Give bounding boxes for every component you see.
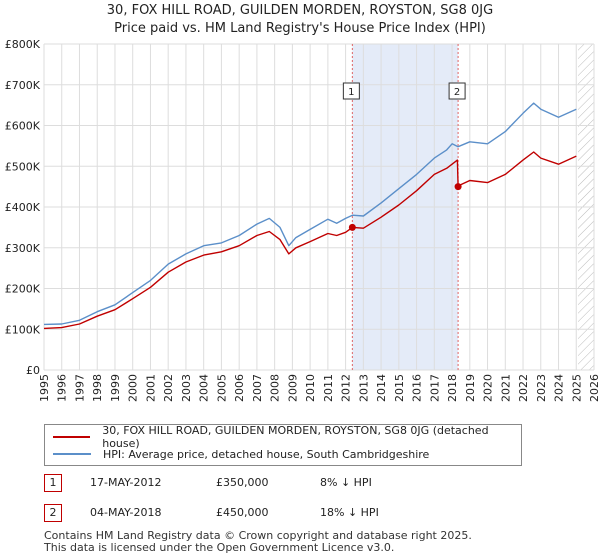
x-tick-label: 2022 (517, 374, 530, 402)
chart-title: 30, FOX HILL ROAD, GUILDEN MORDEN, ROYST… (106, 3, 494, 18)
legend-label-property: 30, FOX HILL ROAD, GUILDEN MORDEN, ROYST… (102, 424, 489, 450)
y-tick-label: £400K (5, 201, 41, 214)
x-tick-label: 1996 (56, 374, 69, 402)
x-tick-label: 2017 (428, 374, 441, 402)
sale-label-text: 2 (454, 87, 460, 98)
x-tick-label: 2025 (570, 374, 583, 402)
x-tick-label: 2006 (233, 374, 246, 402)
sale-row-2: 2 04-MAY-2018 £450,000 18% ↓ HPI (44, 504, 564, 524)
x-tick-label: 2015 (393, 374, 406, 402)
x-tick-label: 2014 (375, 374, 388, 402)
sale-row-1: 1 17-MAY-2012 £350,000 8% ↓ HPI (44, 474, 564, 494)
y-tick-label: £600K (5, 120, 41, 133)
x-tick-label: 2004 (198, 374, 211, 402)
x-tick-label: 1995 (38, 374, 51, 402)
x-tick-label: 2010 (304, 374, 317, 402)
x-tick-label: 2007 (251, 374, 264, 402)
x-tick-label: 2024 (553, 374, 566, 402)
sale-date: 17-MAY-2012 (90, 476, 162, 489)
y-tick-label: £800K (5, 38, 41, 51)
x-tick-label: 2020 (482, 374, 495, 402)
sale-point (454, 183, 462, 191)
sale-price: £350,000 (216, 476, 269, 489)
x-tick-label: 2008 (269, 374, 282, 402)
sale-marker-badge: 2 (44, 504, 62, 522)
x-tick-label: 2023 (535, 374, 548, 402)
sale-label-text: 1 (348, 87, 354, 98)
legend-item-property: 30, FOX HILL ROAD, GUILDEN MORDEN, ROYST… (53, 424, 521, 450)
sale-point (348, 223, 356, 231)
x-tick-label: 2005 (215, 374, 228, 402)
x-tick-label: 2001 (144, 374, 157, 402)
y-tick-label: £700K (5, 79, 41, 92)
legend: 30, FOX HILL ROAD, GUILDEN MORDEN, ROYST… (44, 424, 522, 466)
y-tick-label: £0 (26, 364, 40, 377)
x-tick-label: 2009 (286, 374, 299, 402)
x-tick-label: 2002 (162, 374, 175, 402)
x-tick-label: 2011 (322, 374, 335, 402)
x-tick-label: 2013 (357, 374, 370, 402)
sale-date: 04-MAY-2018 (90, 506, 162, 519)
x-tick-label: 1997 (73, 374, 86, 402)
x-tick-label: 1999 (109, 374, 122, 402)
footer: Contains HM Land Registry data © Crown c… (44, 530, 472, 554)
legend-swatch-hpi (53, 453, 91, 455)
sale-label-box (342, 82, 360, 100)
sale-hpi-diff: 8% ↓ HPI (320, 476, 372, 489)
y-tick-label: £200K (5, 283, 41, 296)
x-tick-label: 2000 (127, 374, 140, 402)
hpi-line (43, 102, 577, 326)
y-tick-label: £500K (5, 160, 41, 173)
property-price-line (43, 151, 577, 330)
chart-subtitle: Price paid vs. HM Land Registry's House … (114, 21, 486, 36)
price-chart: 1 2 £0 £100K £200K £300K £400K £500K £600K £700K £… (5, 38, 600, 402)
y-tick-label: £100K (5, 323, 41, 336)
sale-marker-badge: 1 (44, 474, 62, 492)
sale-price: £450,000 (216, 506, 269, 519)
x-tick-label: 2019 (464, 374, 477, 402)
footer-licence: This data is licensed under the Open Gov… (44, 541, 395, 554)
x-tick-label: 2018 (446, 374, 459, 402)
x-tick-label: 2021 (499, 374, 512, 402)
y-tick-label: £300K (5, 242, 41, 255)
legend-swatch-property (53, 436, 91, 438)
sale-hpi-diff: 18% ↓ HPI (320, 506, 379, 519)
legend-label-hpi: HPI: Average price, detached house, Sout… (103, 447, 430, 461)
footer-copyright: Contains HM Land Registry data © Crown c… (44, 529, 472, 542)
x-tick-label: 2026 (588, 374, 600, 402)
x-tick-label: 2003 (180, 374, 193, 402)
sale-label-box (448, 82, 466, 100)
legend-item-hpi: HPI: Average price, detached house, Sout… (53, 446, 429, 462)
x-tick-label: 1998 (91, 374, 104, 402)
x-tick-label: 2016 (411, 374, 424, 402)
x-tick-label: 2012 (340, 374, 353, 402)
